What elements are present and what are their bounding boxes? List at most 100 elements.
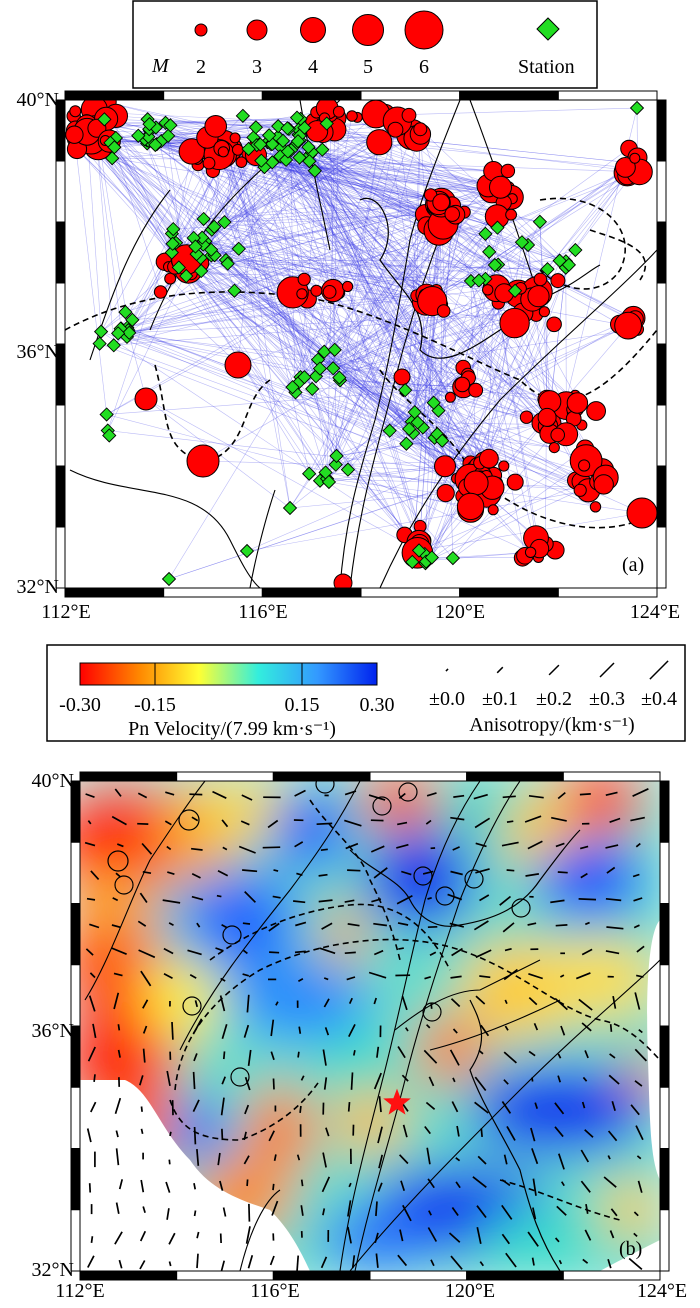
historic-event [178, 809, 200, 831]
ray-path [129, 311, 545, 334]
seismic-station [106, 338, 121, 353]
coastline [359, 197, 601, 359]
anisotropy-bar [220, 1097, 225, 1116]
ray-path [171, 233, 436, 292]
ray-path [211, 147, 335, 351]
ray-path [428, 311, 545, 560]
ray-path [155, 144, 348, 287]
ray-path [288, 128, 549, 427]
panel-b-frame [70, 771, 670, 1281]
seismic-station [532, 214, 548, 229]
ray-path [292, 322, 515, 388]
no-data-region [647, 920, 660, 1180]
magnitude-label-6: 6 [419, 56, 429, 78]
ray-path [325, 325, 629, 473]
historic-events [107, 781, 531, 1087]
seismic-station [411, 543, 427, 558]
anisotropy-bar [396, 843, 409, 849]
ray-path [319, 368, 582, 488]
seismic-station [507, 283, 523, 298]
province-boundary [209, 903, 451, 971]
ray-path [202, 380, 341, 462]
anisotropy-bar [401, 1074, 409, 1082]
anisotropy-bar [581, 1101, 586, 1109]
ray-path [270, 144, 348, 287]
anisotropy-bar [628, 1257, 643, 1271]
historic-event [413, 866, 433, 886]
anisotropy-scale-bar [548, 664, 560, 676]
fault-line [69, 469, 261, 588]
anisotropy-bar [499, 895, 512, 906]
velocity-anomaly [245, 1085, 315, 1175]
province-boundary [499, 1179, 621, 1221]
historic-event [511, 898, 531, 918]
earthquake-event [204, 115, 227, 138]
ray-path [339, 207, 434, 381]
ray-path [272, 161, 509, 188]
earthquake-event [629, 152, 641, 164]
anisotropy-bar [89, 972, 96, 979]
anisotropy-bar [140, 970, 152, 987]
panel-a-map [55, 90, 667, 598]
panel-a-frame-right-tick [656, 404, 667, 467]
anisotropy-bar [582, 1076, 588, 1082]
anisotropy-bar [478, 1049, 484, 1055]
panel-a-frame-top-tick [459, 90, 559, 101]
anisotropy-bar [578, 898, 597, 901]
ray-path [224, 143, 566, 262]
anisotropy-bar [294, 950, 306, 954]
ray-path [175, 131, 323, 244]
seismic-station [424, 550, 439, 565]
ray-path [411, 292, 505, 422]
anisotropy-bar [162, 899, 181, 904]
ray-path [435, 251, 490, 292]
ray-path [74, 134, 107, 415]
station-diamond [536, 17, 560, 41]
anisotropy-bar [241, 794, 253, 801]
anisotropy-bar [424, 975, 432, 980]
ray-path [298, 129, 451, 398]
earthquake-event [436, 304, 451, 318]
panel-b-frame-right-tick [659, 1086, 670, 1149]
ray-path [267, 142, 543, 419]
station-label: Station [518, 56, 575, 78]
anisotropy-bar [528, 996, 538, 1006]
panel-b-frame-left-tick [70, 1148, 81, 1211]
panel-b-frame-left-tick [70, 841, 81, 904]
earthquake-event [310, 284, 323, 297]
seismic-station [319, 116, 334, 131]
velocity-anisotropy-legend [46, 644, 686, 742]
ray-path [190, 259, 412, 422]
anisotropy-bar [117, 1024, 121, 1031]
historic-event [398, 782, 418, 802]
ray-path [86, 131, 321, 481]
ray-path [117, 333, 487, 490]
anisotropy-bar [88, 1183, 92, 1193]
ray-path [223, 143, 328, 479]
anisotropy-bar [117, 843, 124, 848]
anisotropy-bar [474, 1101, 489, 1114]
seismic-station [280, 121, 295, 136]
anisotropy-bar [633, 924, 640, 929]
velocity-anomaly [180, 870, 300, 970]
anisotropy-bar [166, 845, 172, 851]
anisotropy-bar [115, 1202, 120, 1214]
ray-path [418, 202, 442, 551]
anisotropy-bar [556, 1205, 567, 1216]
ray-path [203, 198, 513, 220]
anisotropy-bar [528, 1050, 536, 1057]
ray-path [188, 269, 330, 483]
panel-b-frame-bottom-tick [562, 1270, 661, 1281]
ray-path [178, 267, 537, 316]
anisotropy-bar [558, 1259, 563, 1265]
anisotropy-bar [220, 977, 226, 982]
anisotropy-bar [243, 1131, 247, 1141]
panel-b-frame-right-tick [659, 903, 670, 966]
seismic-station [305, 381, 320, 397]
ray-path [325, 367, 464, 473]
panel-a-frame-bottom-tick [459, 587, 559, 598]
panel-b-frame-right-tick [659, 841, 670, 904]
anisotropy-bar [187, 949, 202, 956]
ray-path [264, 166, 499, 304]
ray-path [470, 280, 526, 556]
